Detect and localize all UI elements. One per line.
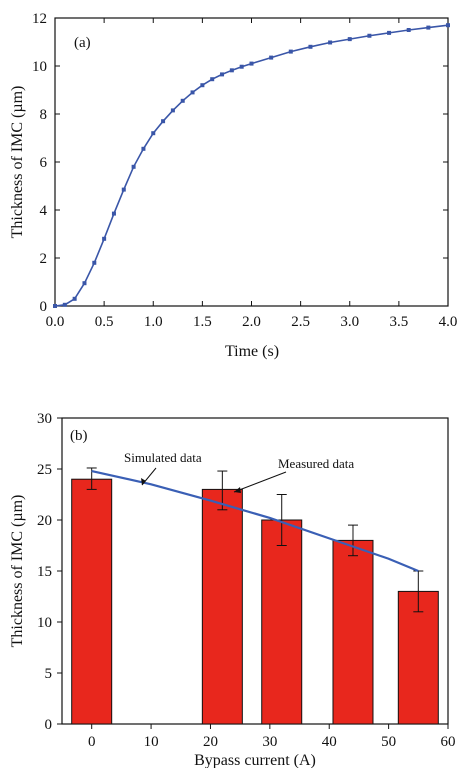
chart-a-ytick-label: 8: [40, 107, 48, 123]
annotation-simulated-arrowhead: [141, 478, 146, 485]
chart-a-ylabel: Thickness of IMC (µm): [9, 86, 26, 239]
chart-a-point: [102, 236, 107, 241]
chart-b-ticks: 0 10 20 30 40 50 60 0 5 10 15 20 25 30: [37, 411, 456, 750]
chart-a-point: [62, 302, 67, 307]
chart-a-point: [406, 28, 411, 32]
chart-a-point: [367, 33, 372, 38]
chart-a-point: [111, 211, 116, 216]
chart-a-point: [141, 146, 146, 151]
chart-a-xtick-label: 0.5: [95, 314, 114, 330]
chart-b-ytick-label: 15: [37, 564, 52, 580]
chart-a-point: [387, 30, 392, 35]
chart-a-panel-label: (a): [74, 35, 91, 51]
chart-a-point: [170, 108, 175, 113]
chart-a-point: [180, 98, 185, 103]
chart-a-point: [229, 68, 234, 73]
chart-b-xtick-label: 0: [88, 734, 96, 750]
chart-b-xlabel: Bypass current (A): [194, 752, 316, 768]
annotation-simulated-data: Simulated data: [124, 450, 202, 465]
chart-b-ytick-label: 25: [37, 462, 52, 478]
chart-a-point: [249, 61, 254, 66]
chart-b-xtick-label: 20: [203, 734, 218, 750]
chart-a-point: [190, 90, 195, 95]
chart-b-error-bars: [86, 467, 424, 613]
chart-a-xtick-label: 1.0: [144, 314, 163, 330]
chart-b-frame: [61, 417, 449, 725]
chart-a: (a) 0.0 0.5 1.0 1.5 2.0 2.5 3.0 3.5 4.0 0 2 4 6 8 10 12…: [9, 11, 457, 360]
chart-a-xlabel: Time (s): [225, 343, 279, 360]
chart-a-ytick-label: 12: [32, 11, 47, 27]
annotation-measured-data: Measured data: [278, 456, 354, 471]
chart-b: (b) 0 10 20 30 40 50 60 0 5 10 15 20 25 30 Simulated …: [9, 411, 456, 768]
chart-a-point: [446, 23, 450, 28]
chart-a-ytick-label: 0: [40, 299, 48, 315]
chart-a-point: [347, 37, 352, 42]
chart-b-xtick-label: 10: [144, 734, 159, 750]
chart-a-ytick-label: 4: [40, 203, 48, 219]
chart-b-ytick-label: 20: [37, 513, 52, 529]
chart-a-point: [121, 187, 126, 192]
chart-a-ytick-label: 6: [40, 155, 48, 171]
chart-b-bars: [71, 478, 439, 725]
chart-a-point: [72, 296, 77, 301]
chart-a-frame: [54, 17, 449, 307]
chart-b-bar: [201, 488, 243, 725]
chart-a-points: [53, 23, 450, 308]
chart-a-xtick-label: 3.5: [390, 314, 409, 330]
chart-a-point: [151, 131, 156, 136]
chart-a-point: [200, 83, 205, 88]
chart-b-bar: [71, 478, 113, 725]
chart-a-xtick-label: 0.0: [46, 314, 65, 330]
chart-b-panel-label: (b): [70, 428, 88, 444]
chart-a-point: [239, 64, 244, 69]
chart-a-point: [269, 55, 274, 60]
chart-a-ticks: 0.0 0.5 1.0 1.5 2.0 2.5 3.0 3.5 4.0 0 2 4 6 8 10 12: [32, 11, 457, 330]
chart-b-bar: [397, 590, 439, 725]
chart-a-xtick-label: 1.5: [193, 314, 212, 330]
chart-b-ylabel: Thickness of IMC (µm): [9, 495, 26, 648]
chart-a-ytick-label: 2: [40, 251, 48, 267]
chart-b-xtick-label: 60: [441, 734, 456, 750]
chart-a-point: [220, 72, 225, 77]
chart-a-point: [92, 260, 97, 265]
chart-a-xtick-label: 4.0: [439, 314, 458, 330]
chart-a-point: [53, 304, 57, 308]
annotation-measured-arrow: [233, 471, 287, 493]
chart-b-bar: [332, 539, 374, 725]
annotation-measured-arrowhead: [234, 487, 241, 493]
chart-b-ytick-label: 30: [37, 411, 52, 427]
chart-a-series-line: [54, 24, 449, 307]
chart-a-point: [210, 77, 215, 82]
chart-b-xtick-label: 40: [322, 734, 337, 750]
chart-a-point: [328, 40, 333, 45]
chart-b-xtick-label: 30: [262, 734, 277, 750]
chart-b-simulated-line: [91, 469, 419, 573]
chart-a-point: [82, 281, 87, 286]
chart-b-ytick-label: 10: [37, 615, 52, 631]
chart-b-ytick-label: 5: [45, 666, 53, 682]
chart-a-point: [308, 44, 313, 49]
chart-b-ytick-label: 0: [45, 717, 53, 733]
chart-a-xtick-label: 2.0: [242, 314, 261, 330]
chart-a-xtick-label: 2.5: [291, 314, 310, 330]
chart-a-point: [161, 119, 166, 124]
chart-a-point: [131, 164, 136, 169]
chart-a-xtick-label: 3.0: [340, 314, 359, 330]
chart-a-point: [426, 25, 431, 30]
chart-b-xtick-label: 50: [381, 734, 396, 750]
chart-a-ytick-label: 10: [32, 59, 47, 75]
chart-a-point: [288, 49, 293, 54]
chart-b-bar: [261, 519, 303, 725]
